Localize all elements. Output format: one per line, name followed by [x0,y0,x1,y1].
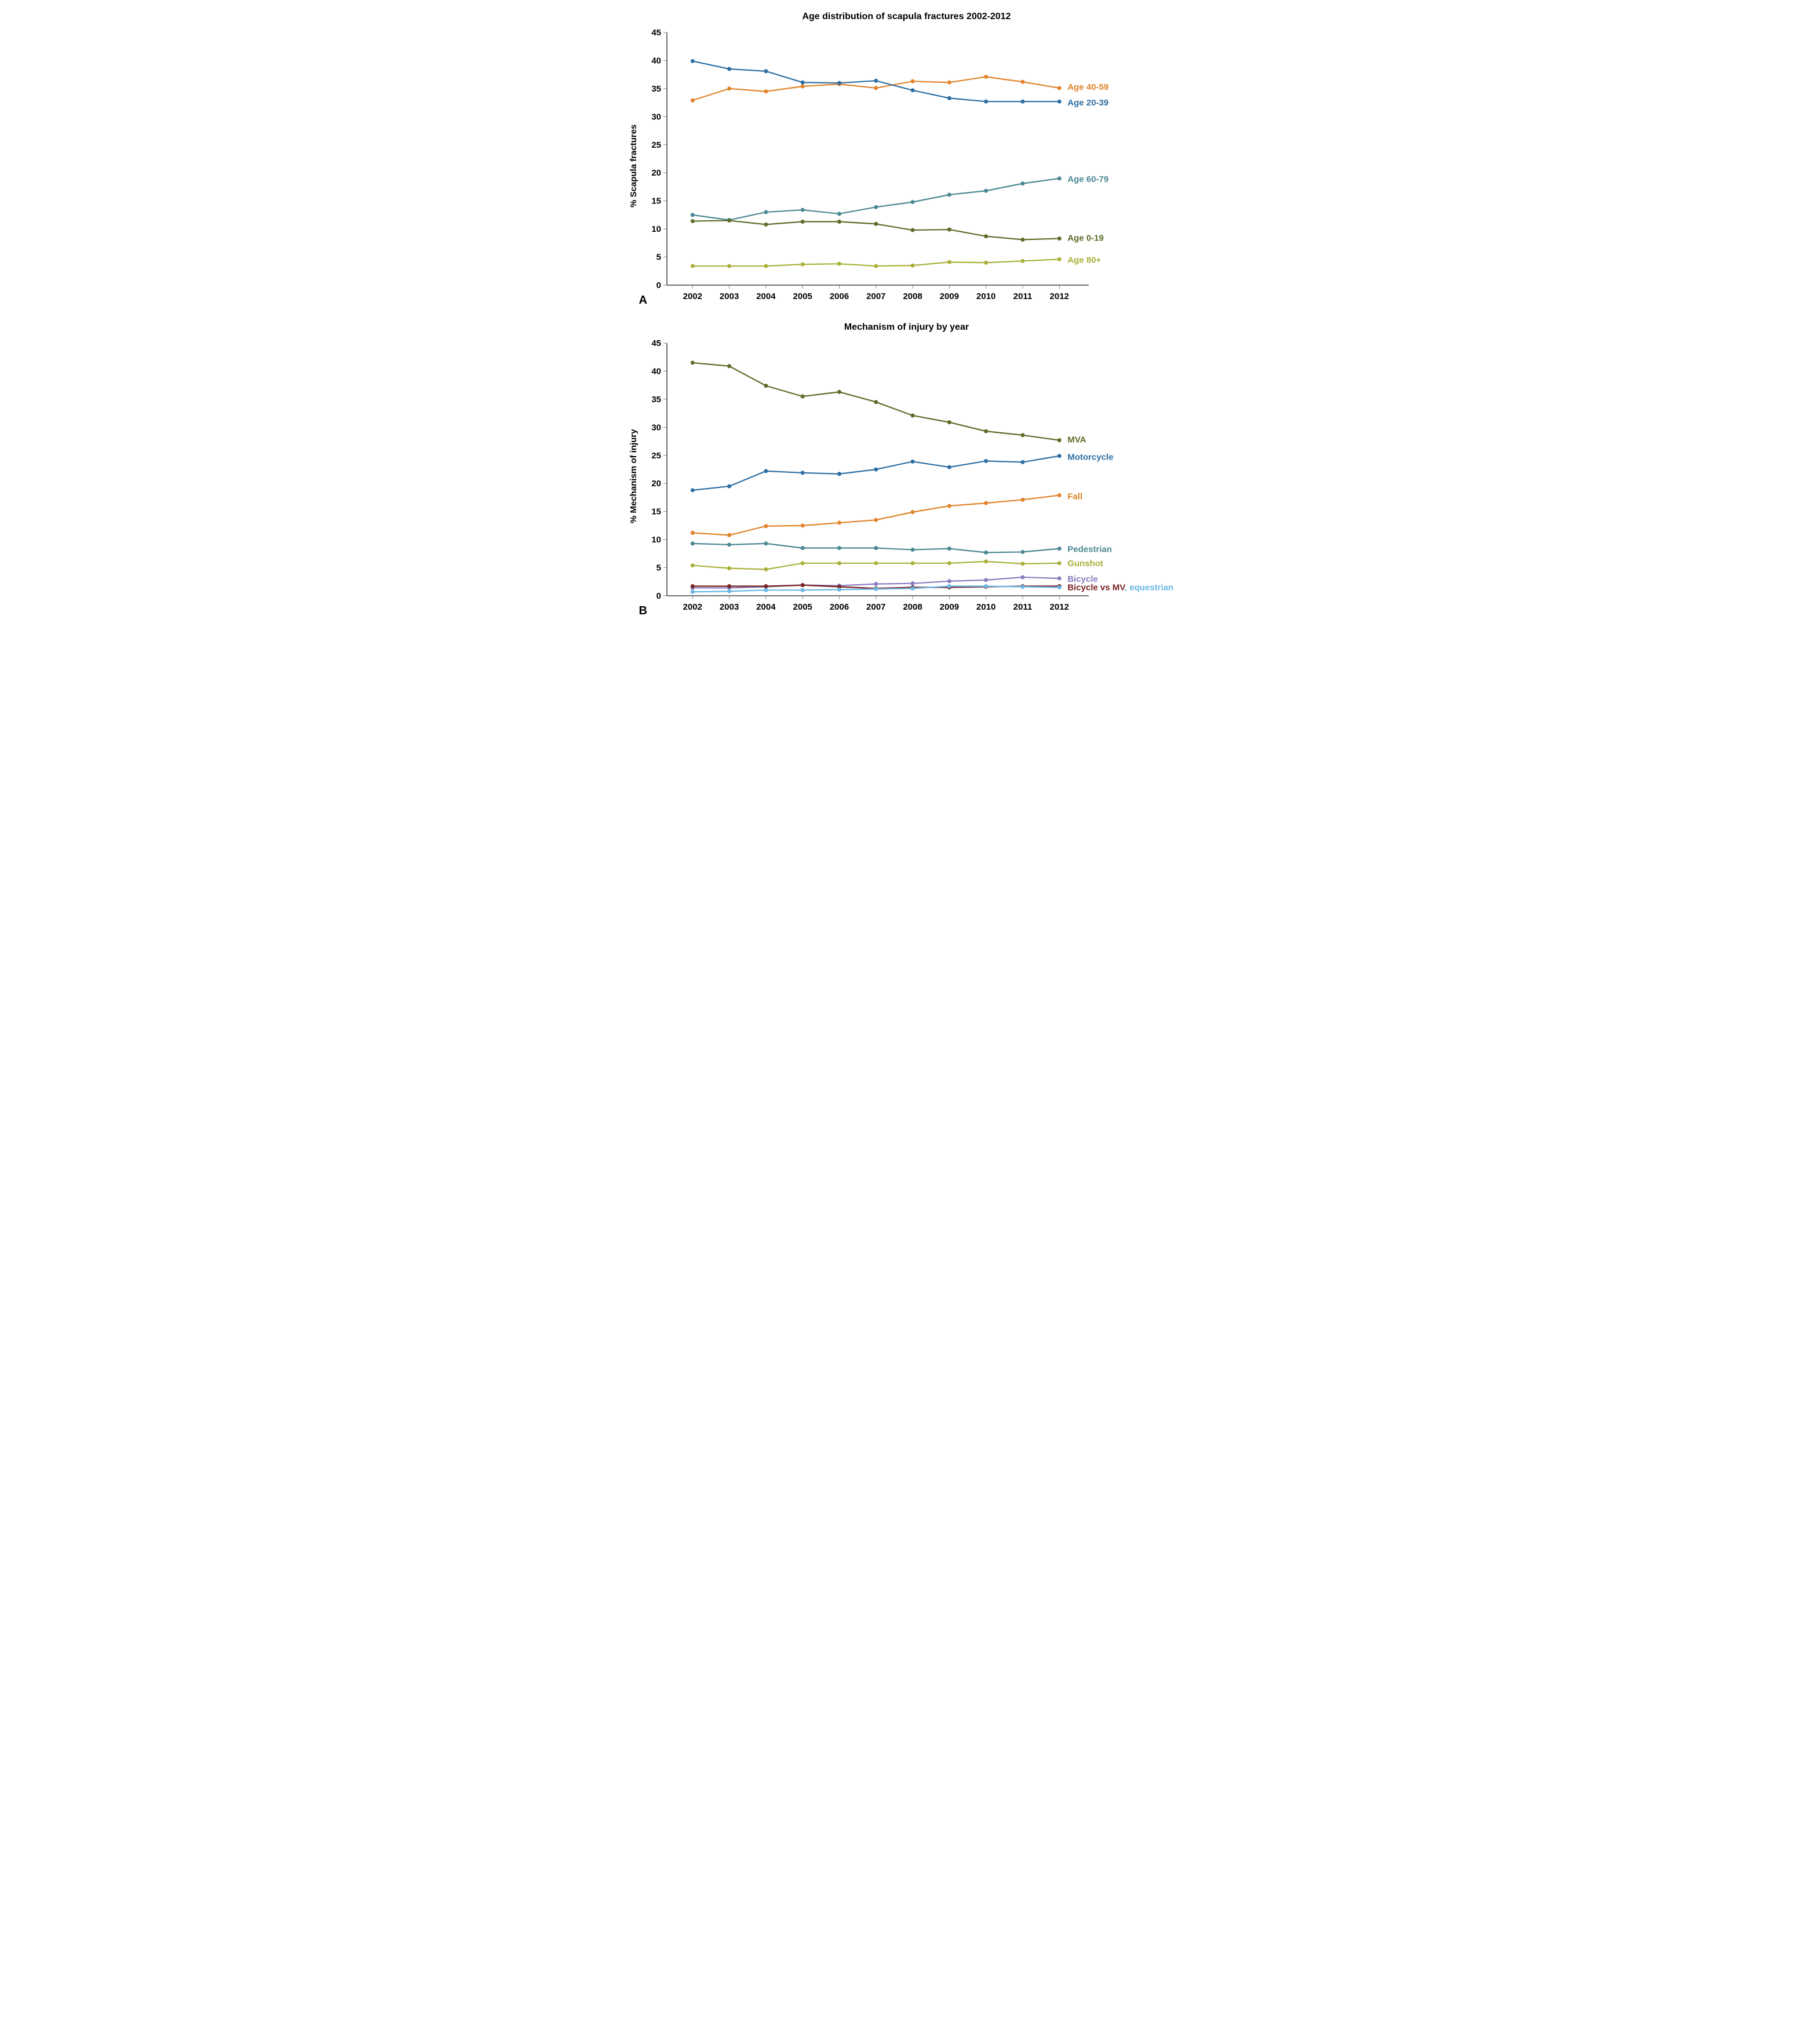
svg-text:2008: 2008 [903,602,922,612]
chart-a-ylabel: % Scapula fractures [629,27,643,305]
svg-text:Age 20-39: Age 20-39 [1067,98,1108,108]
chart-a-title: Age distribution of scapula fractures 20… [629,12,1185,22]
svg-text:2002: 2002 [683,602,702,612]
chart-a: Age distribution of scapula fractures 20… [629,12,1185,305]
svg-text:20: 20 [651,168,661,178]
chart-b: Mechanism of injury by year % Mechanism … [629,322,1185,615]
svg-text:20: 20 [651,479,661,489]
svg-text:Fall: Fall [1067,492,1082,502]
svg-text:Gunshot: Gunshot [1067,559,1103,569]
svg-text:2008: 2008 [903,292,922,301]
svg-text:2012: 2012 [1049,292,1068,301]
svg-text:10: 10 [651,224,661,234]
svg-text:2011: 2011 [1013,292,1032,301]
svg-text:2004: 2004 [756,602,776,612]
svg-text:30: 30 [651,422,661,432]
svg-text:2006: 2006 [829,292,848,301]
svg-text:2005: 2005 [793,602,812,612]
svg-text:30: 30 [651,112,661,122]
svg-text:5: 5 [656,253,661,263]
svg-text:2007: 2007 [866,292,885,301]
svg-text:2005: 2005 [793,292,812,301]
svg-text:2007: 2007 [866,602,885,612]
svg-text:MVA: MVA [1067,435,1086,445]
svg-text:Bicycle vs MV, equestrian: Bicycle vs MV, equestrian [1067,582,1173,592]
svg-text:2006: 2006 [829,602,848,612]
chart-a-svg: 0 5 10 15 20 25 30 35 40 45 2002 2003 2004 2005 2006 20… [643,27,1181,305]
svg-text:45: 45 [651,28,661,38]
svg-text:2003: 2003 [719,292,738,301]
svg-text:Motorcycle: Motorcycle [1067,453,1113,462]
svg-text:2003: 2003 [719,602,738,612]
svg-text:2004: 2004 [756,292,776,301]
svg-text:10: 10 [651,535,661,545]
svg-text:15: 15 [651,507,661,517]
svg-text:0: 0 [656,591,661,601]
svg-text:5: 5 [656,563,661,573]
svg-text:2002: 2002 [683,292,702,301]
svg-text:15: 15 [651,196,661,206]
svg-text:2012: 2012 [1049,602,1068,612]
svg-text:Age 0-19: Age 0-19 [1067,234,1104,243]
svg-text:35: 35 [651,84,661,94]
svg-text:2009: 2009 [939,292,958,301]
svg-text:Pedestrian: Pedestrian [1067,545,1112,555]
svg-text:2011: 2011 [1013,602,1032,612]
chart-b-ylabel: % Mechanism of injury [629,337,643,615]
svg-text:Age 40-59: Age 40-59 [1067,82,1108,92]
svg-text:2009: 2009 [939,602,958,612]
chart-b-panel-letter: B [639,604,647,618]
svg-text:25: 25 [651,140,661,150]
chart-b-title: Mechanism of injury by year [629,322,1185,333]
chart-b-svg: 0 5 10 15 20 25 30 35 40 45 2002 2003 2004 2005 2006 20… [643,337,1181,615]
svg-text:Age 60-79: Age 60-79 [1067,174,1108,184]
svg-text:2010: 2010 [976,602,995,612]
svg-text:0: 0 [656,280,661,290]
svg-text:25: 25 [651,451,661,461]
chart-a-panel-letter: A [639,294,647,307]
svg-text:Age 80+: Age 80+ [1067,255,1101,265]
svg-text:2010: 2010 [976,292,995,301]
svg-text:40: 40 [651,366,661,376]
svg-text:40: 40 [651,56,661,65]
svg-text:45: 45 [651,338,661,348]
svg-text:35: 35 [651,395,661,405]
